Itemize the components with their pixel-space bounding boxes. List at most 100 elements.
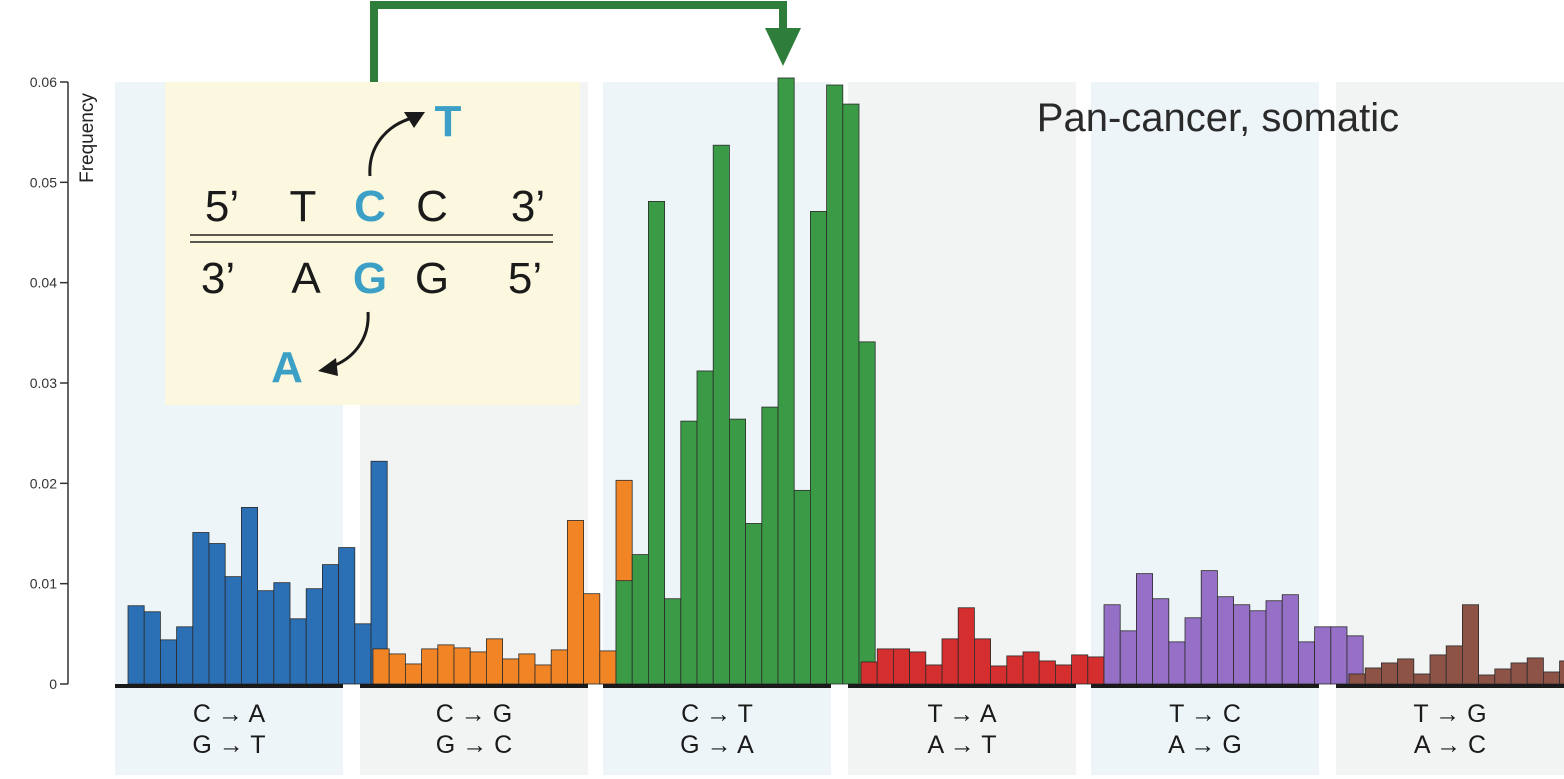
y-tick-label-0.03: 0.03 [30, 375, 57, 391]
bar-panel1-3 [159, 639, 177, 685]
bar-panel6-14 [1559, 660, 1564, 685]
panel-label-top-4: T → A [927, 700, 996, 728]
bar-panel6-4 [1397, 658, 1415, 685]
bar-panel6-3 [1381, 662, 1399, 685]
bar-panel5-10 [1249, 610, 1267, 685]
bar-panel3-9 [745, 523, 763, 685]
bottom-strand-3prime: 3’ [201, 254, 235, 303]
bar-panel5-8 [1217, 596, 1235, 685]
inset-background [165, 82, 580, 405]
bar-panel1-6 [208, 543, 226, 685]
bar-panel3-11 [777, 77, 795, 685]
bar-panel2-10 [518, 653, 536, 685]
bar-panel5-2 [1119, 630, 1137, 685]
bar-series [127, 77, 1564, 685]
top-strand-base-c-highlight: C [354, 182, 386, 231]
bar-panel4-3 [893, 648, 911, 685]
bar-panel6-1 [1348, 673, 1366, 685]
panel-label-bottom-6: A → C [1414, 731, 1486, 759]
bar-panel6-10 [1494, 668, 1512, 685]
pointer-arrowhead [765, 28, 801, 66]
bar-panel6-6 [1429, 654, 1447, 685]
top-strand-5prime: 5’ [205, 182, 239, 231]
bar-panel1-12 [305, 588, 323, 685]
bar-panel2-7 [469, 651, 487, 685]
bar-panel4-13 [1055, 664, 1073, 685]
panel-label-bottom-1: G → T [192, 731, 265, 759]
bar-panel6-2 [1364, 667, 1382, 685]
bar-panel6-11 [1510, 662, 1528, 685]
bar-panel6-12 [1526, 657, 1544, 685]
y-axis-title: Frequency [77, 93, 98, 183]
bar-panel4-15 [1087, 656, 1105, 685]
bar-panel1-15 [354, 623, 372, 685]
bar-panel6-8 [1462, 604, 1480, 685]
panel-label-bottom-3: G → A [680, 731, 754, 759]
bottom-strand-base-a: A [291, 254, 321, 303]
bar-panel1-7 [224, 576, 242, 685]
bar-panel3-13 [810, 211, 828, 685]
panel-labels: C → A G → T C → G G → C C → T G → A T → A A → T… [192, 700, 1486, 759]
bar-panel2-3 [404, 663, 422, 685]
y-tick-label-0.02: 0.02 [30, 475, 57, 491]
bar-panel5-7 [1200, 570, 1218, 685]
bar-panel2-14 [583, 593, 601, 685]
bar-panel2-4 [421, 648, 439, 685]
chart-title: Pan-cancer, somatic [1037, 96, 1399, 140]
bar-panel4-10 [1006, 655, 1024, 685]
bar-panel5-12 [1281, 594, 1299, 685]
y-tick-label-0.06: 0.06 [30, 74, 57, 90]
bar-panel5-3 [1136, 573, 1154, 685]
bar-panel3-15 [842, 103, 860, 685]
bar-panel5-15 [1330, 626, 1348, 685]
panel-label-bottom-5: A → G [1168, 731, 1242, 759]
panel-label-top-1: C → A [193, 700, 266, 728]
bar-panel5-14 [1314, 626, 1332, 685]
y-axis: 0 0.01 0.02 0.03 0.04 0.05 0.06 [30, 74, 69, 692]
bar-panel2-12 [550, 649, 568, 685]
inset-pointer-arrow [370, 1, 801, 82]
bar-panel5-5 [1168, 641, 1186, 685]
bar-panel4-6 [941, 638, 959, 685]
bar-panel4-14 [1071, 654, 1089, 685]
bar-panel3-6 [696, 370, 714, 685]
bar-panel2-13 [567, 520, 585, 685]
bar-panel2-2 [388, 653, 406, 685]
y-tick-label-0: 0 [49, 676, 57, 692]
y-tick-label-0.01: 0.01 [30, 576, 57, 592]
bar-panel1-14 [338, 547, 356, 685]
bar-panel4-11 [1022, 651, 1040, 685]
panel-label-top-3: C → T [681, 700, 753, 728]
bar-panel4-4 [909, 651, 927, 685]
panel-label-bottom-4: A → T [927, 731, 996, 759]
top-strand-3prime: 3’ [511, 182, 545, 231]
bar-panel3-7 [712, 144, 730, 685]
bar-panel2-9 [502, 658, 520, 685]
bar-panel5-4 [1152, 598, 1170, 685]
bar-panel1-4 [176, 626, 194, 685]
bar-panel6-9 [1478, 674, 1496, 685]
bar-panel2-6 [453, 647, 471, 685]
bar-panel6-13 [1543, 671, 1561, 685]
bar-panel5-9 [1233, 604, 1251, 685]
panel-label-top-6: T → G [1413, 700, 1486, 728]
bar-panel2-1 [372, 648, 390, 685]
bar-panel3-8 [729, 418, 747, 685]
bar-panel3-3 [648, 200, 666, 685]
bar-panel4-12 [1038, 660, 1056, 685]
dna-inset: 5’ T C C 3’ 3’ A G G 5’ T A [165, 82, 580, 405]
bar-panel4-9 [990, 665, 1008, 685]
bar-panel4-1 [860, 661, 878, 685]
bar-panel6-7 [1445, 645, 1463, 685]
bottom-strand-base-g: G [415, 254, 449, 303]
bar-panel1-13 [321, 564, 339, 685]
bar-panel6-5 [1413, 673, 1431, 685]
bar-panel3-14 [826, 84, 844, 685]
top-mutation-base: T [435, 97, 462, 146]
bar-panel1-2 [143, 611, 161, 685]
top-strand-base-c: C [416, 182, 448, 231]
bar-panel5-1 [1103, 604, 1121, 685]
bar-panel2-11 [534, 664, 552, 685]
